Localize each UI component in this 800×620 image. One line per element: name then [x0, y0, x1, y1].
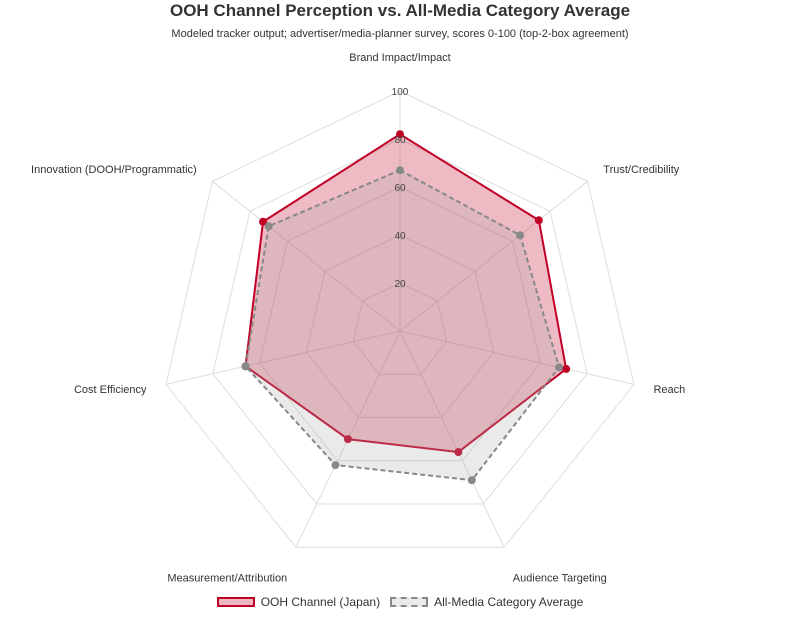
legend-item-ooh[interactable]: OOH Channel (Japan)	[216, 595, 381, 609]
grid-ring-3	[212, 138, 588, 505]
legend: OOH Channel (Japan) All-Media Category A…	[0, 595, 800, 609]
radial-tick-label: 100	[392, 87, 409, 98]
series-0-point-2	[562, 364, 571, 373]
grid-spoke-3	[399, 330, 505, 548]
series-1-point-4	[331, 461, 340, 470]
axis-label: Cost Efficiency	[74, 384, 147, 396]
radar-labels: 20 40 60 80 100 Brand Impact/Impact Trust/Cred…	[31, 52, 685, 584]
series-1-point-5	[241, 362, 250, 371]
axis-label: Reach	[653, 384, 685, 396]
radial-tick-label: 60	[394, 183, 406, 194]
series-0-point-0	[396, 130, 404, 139]
series-1-point-0	[396, 166, 404, 175]
legend-swatch-ooh	[216, 597, 255, 607]
grid-spoke-6	[212, 180, 401, 332]
radial-tick-label: 20	[394, 279, 406, 290]
series-0-point-1	[534, 216, 543, 225]
axis-label: Audience Targeting	[513, 572, 607, 584]
grid-spoke-5	[165, 330, 401, 385]
radar-series	[241, 130, 571, 485]
axis-label: Brand Impact/Impact	[349, 52, 451, 64]
grid-ring-2	[259, 186, 541, 462]
series-1-point-3	[467, 476, 476, 485]
axis-label: Measurement/Attribution	[167, 572, 287, 584]
series-1-point-6	[264, 222, 273, 231]
series-0-point-6	[259, 217, 268, 226]
radial-tick-label: 80	[394, 135, 406, 146]
series-1-point-2	[555, 363, 564, 372]
axis-label: Innovation (DOOH/Programmatic)	[31, 164, 197, 176]
legend-item-average[interactable]: All-Media Category Average	[390, 595, 583, 609]
legend-label-average: All-Media Category Average	[434, 595, 584, 609]
chart-subtitle: Modeled tracker output; advertiser/media…	[171, 28, 629, 40]
series-area-0	[244, 133, 568, 454]
axis-label: Trust/Credibility	[603, 164, 679, 176]
legend-label-ooh: OOH Channel (Japan)	[260, 595, 381, 609]
series-area-1	[244, 169, 561, 482]
radial-tick-label: 40	[394, 231, 406, 242]
chart-title: OOH Channel Perception vs. All-Media Cat…	[169, 1, 631, 20]
grid-spoke-1	[399, 180, 588, 332]
series-1-point-1	[516, 231, 525, 240]
series-0-point-3	[454, 448, 463, 457]
grid-ring-0	[352, 282, 448, 375]
legend-swatch-average	[390, 597, 429, 607]
grid-spoke-2	[399, 330, 635, 385]
series-0-point-4	[343, 435, 352, 444]
grid-ring-4	[165, 90, 635, 548]
grid-ring-1	[305, 234, 495, 418]
